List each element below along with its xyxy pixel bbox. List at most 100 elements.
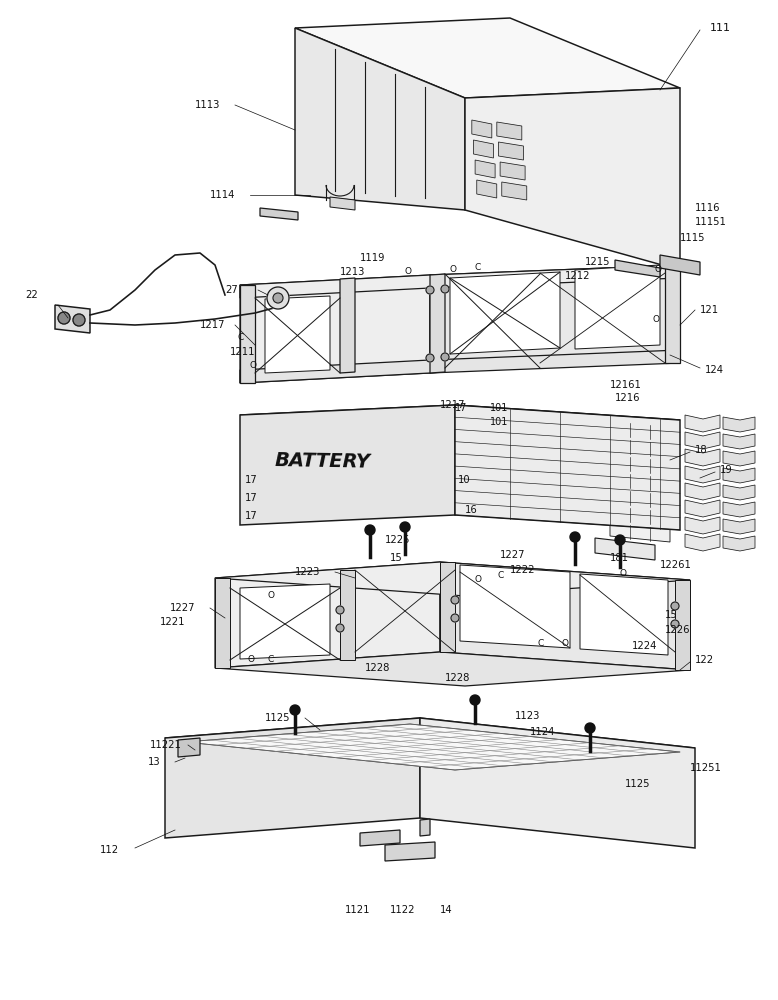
Text: C: C xyxy=(238,334,244,342)
Circle shape xyxy=(451,596,459,604)
Polygon shape xyxy=(471,120,492,138)
Text: 1211: 1211 xyxy=(230,347,255,357)
Polygon shape xyxy=(240,584,330,659)
Polygon shape xyxy=(723,502,755,517)
Text: 1124: 1124 xyxy=(530,727,555,737)
Circle shape xyxy=(585,723,595,733)
Text: 16: 16 xyxy=(465,505,478,515)
Text: 1228: 1228 xyxy=(445,673,471,683)
Text: C: C xyxy=(475,263,482,272)
Polygon shape xyxy=(610,522,670,542)
Polygon shape xyxy=(215,562,440,668)
Text: 101: 101 xyxy=(490,403,508,413)
Circle shape xyxy=(470,695,480,705)
Circle shape xyxy=(73,314,85,326)
Text: 1123: 1123 xyxy=(515,711,541,721)
Text: 13: 13 xyxy=(148,757,160,767)
Polygon shape xyxy=(723,417,755,432)
Polygon shape xyxy=(575,265,660,349)
Polygon shape xyxy=(665,265,680,363)
Polygon shape xyxy=(440,562,690,670)
Polygon shape xyxy=(450,272,560,354)
Polygon shape xyxy=(497,122,522,140)
Text: 124: 124 xyxy=(705,365,724,375)
Polygon shape xyxy=(215,652,690,686)
Polygon shape xyxy=(295,28,465,210)
Text: BATTERY: BATTERY xyxy=(275,451,371,472)
Polygon shape xyxy=(430,274,445,373)
Text: 12261: 12261 xyxy=(660,560,692,570)
Text: 17: 17 xyxy=(245,493,258,503)
Polygon shape xyxy=(340,570,355,660)
Text: 122: 122 xyxy=(695,655,714,665)
Polygon shape xyxy=(660,255,700,275)
Polygon shape xyxy=(260,208,298,220)
Circle shape xyxy=(336,606,344,614)
Text: 101: 101 xyxy=(490,417,508,427)
Text: 1115: 1115 xyxy=(680,233,706,243)
Circle shape xyxy=(426,286,434,294)
Text: 1113: 1113 xyxy=(195,100,220,110)
Text: O: O xyxy=(653,316,660,324)
Polygon shape xyxy=(675,580,690,670)
Text: O: O xyxy=(250,360,257,369)
Text: 1217: 1217 xyxy=(440,400,465,410)
Polygon shape xyxy=(685,534,720,551)
Text: 1114: 1114 xyxy=(210,190,236,200)
Text: 1213: 1213 xyxy=(340,267,366,277)
Polygon shape xyxy=(360,830,400,846)
Polygon shape xyxy=(240,405,680,430)
Text: 15: 15 xyxy=(665,610,678,620)
Text: 1224: 1224 xyxy=(632,641,657,651)
Text: O: O xyxy=(475,576,482,584)
Polygon shape xyxy=(610,505,670,525)
Text: 12161: 12161 xyxy=(610,380,642,390)
Polygon shape xyxy=(455,405,680,530)
Polygon shape xyxy=(500,162,525,180)
Polygon shape xyxy=(185,724,680,770)
Polygon shape xyxy=(430,265,680,373)
Text: 10: 10 xyxy=(458,475,471,485)
Polygon shape xyxy=(685,466,720,483)
Polygon shape xyxy=(215,578,230,668)
Text: O: O xyxy=(450,265,457,274)
Polygon shape xyxy=(465,88,680,270)
Text: 14: 14 xyxy=(440,905,453,915)
Circle shape xyxy=(441,353,449,361)
Polygon shape xyxy=(723,434,755,449)
Text: 1217: 1217 xyxy=(200,320,226,330)
Polygon shape xyxy=(477,180,497,198)
Polygon shape xyxy=(165,718,695,768)
Text: 181: 181 xyxy=(610,553,629,563)
Polygon shape xyxy=(215,562,690,596)
Text: 1215: 1215 xyxy=(585,257,611,267)
Polygon shape xyxy=(165,718,420,838)
Polygon shape xyxy=(240,350,680,383)
Text: 1225: 1225 xyxy=(385,535,411,545)
Text: 17: 17 xyxy=(455,403,468,413)
Circle shape xyxy=(365,525,375,535)
Text: 1119: 1119 xyxy=(360,253,386,263)
Polygon shape xyxy=(723,468,755,483)
Text: 121: 121 xyxy=(700,305,719,315)
Circle shape xyxy=(570,532,580,542)
Text: 18: 18 xyxy=(695,445,708,455)
Polygon shape xyxy=(610,454,670,474)
Circle shape xyxy=(426,354,434,362)
Text: 112: 112 xyxy=(100,845,119,855)
Polygon shape xyxy=(474,140,493,158)
Text: 17: 17 xyxy=(245,511,258,521)
Circle shape xyxy=(336,624,344,632)
Text: 1228: 1228 xyxy=(365,663,391,673)
Text: 1227: 1227 xyxy=(170,603,195,613)
Text: 1122: 1122 xyxy=(390,905,415,915)
Polygon shape xyxy=(475,160,495,178)
Text: 1227: 1227 xyxy=(500,550,525,560)
Polygon shape xyxy=(55,305,90,333)
Text: 11251: 11251 xyxy=(690,763,722,773)
Polygon shape xyxy=(685,432,720,449)
Circle shape xyxy=(58,312,70,324)
Text: 11151: 11151 xyxy=(695,217,727,227)
Polygon shape xyxy=(295,18,680,98)
Text: 17: 17 xyxy=(245,475,258,485)
